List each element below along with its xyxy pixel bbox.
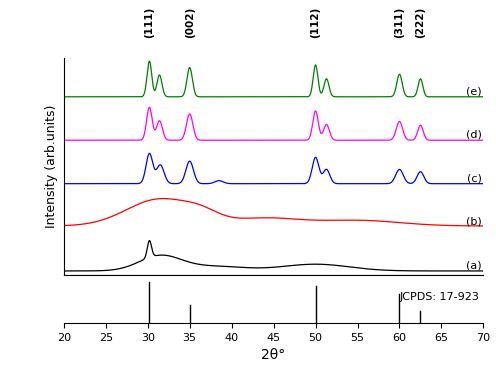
Text: (b): (b) — [466, 217, 482, 227]
Text: (222): (222) — [416, 7, 426, 38]
Text: (e): (e) — [466, 86, 482, 96]
Text: (a): (a) — [466, 260, 482, 270]
Text: (112): (112) — [310, 7, 320, 38]
Text: (002): (002) — [185, 7, 194, 38]
Text: (d): (d) — [466, 130, 482, 140]
X-axis label: 2θ°: 2θ° — [261, 348, 286, 362]
Text: (111): (111) — [144, 7, 154, 38]
Text: (311): (311) — [394, 7, 404, 38]
Text: JCPDS: 17-923: JCPDS: 17-923 — [399, 291, 479, 302]
Y-axis label: Intensity (arb.units): Intensity (arb.units) — [45, 105, 58, 228]
Text: (c): (c) — [467, 173, 482, 183]
